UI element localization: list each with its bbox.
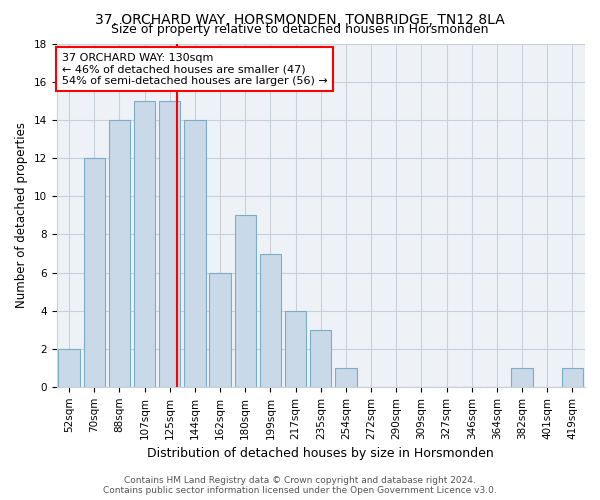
Bar: [134, 101, 155, 387]
Y-axis label: Number of detached properties: Number of detached properties: [15, 122, 28, 308]
X-axis label: Distribution of detached houses by size in Horsmonden: Distribution of detached houses by size …: [148, 447, 494, 460]
Text: 37 ORCHARD WAY: 130sqm
← 46% of detached houses are smaller (47)
54% of semi-det: 37 ORCHARD WAY: 130sqm ← 46% of detached…: [62, 52, 328, 86]
Bar: [511, 368, 533, 387]
Bar: [184, 120, 206, 387]
Bar: [285, 310, 306, 387]
Bar: [335, 368, 356, 387]
Text: Contains HM Land Registry data © Crown copyright and database right 2024.
Contai: Contains HM Land Registry data © Crown c…: [103, 476, 497, 495]
Text: 37, ORCHARD WAY, HORSMONDEN, TONBRIDGE, TN12 8LA: 37, ORCHARD WAY, HORSMONDEN, TONBRIDGE, …: [95, 12, 505, 26]
Bar: [562, 368, 583, 387]
Bar: [310, 330, 331, 387]
Bar: [83, 158, 105, 387]
Bar: [209, 272, 231, 387]
Bar: [260, 254, 281, 387]
Bar: [235, 216, 256, 387]
Bar: [159, 101, 181, 387]
Bar: [58, 348, 80, 387]
Text: Size of property relative to detached houses in Horsmonden: Size of property relative to detached ho…: [111, 22, 489, 36]
Bar: [109, 120, 130, 387]
